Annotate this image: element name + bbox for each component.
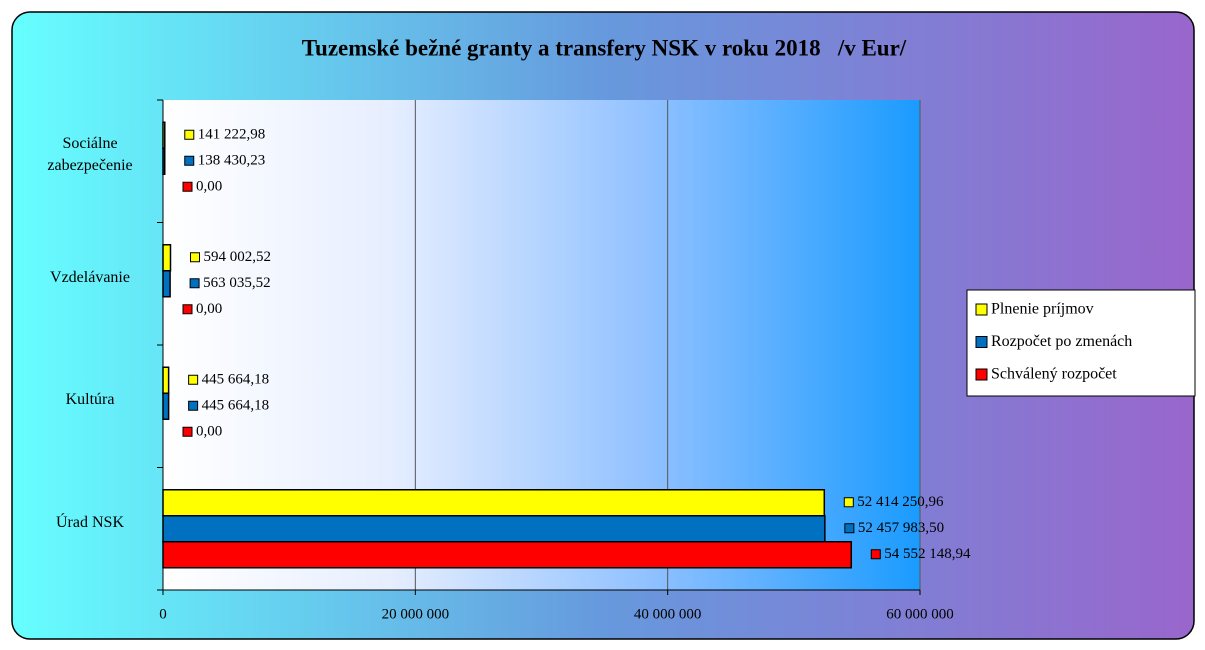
label-key	[188, 374, 199, 385]
bar	[162, 147, 166, 175]
label-key	[189, 252, 200, 263]
data-label: 52 457 983,50	[858, 520, 944, 536]
x-tick-label: 40 000 000	[634, 606, 702, 622]
legend-label: Rozpočet po zmenách	[991, 333, 1132, 350]
category-label: Vzdelávanie	[50, 268, 130, 286]
data-label: 0,00	[196, 424, 222, 440]
data-label: 141 222,98	[198, 127, 266, 143]
legend	[966, 289, 1196, 397]
bar	[162, 366, 170, 394]
bar	[162, 121, 166, 149]
data-label: 138 430,23	[198, 153, 266, 169]
label-key	[188, 400, 199, 411]
bar	[162, 270, 171, 298]
data-label: 594 002,52	[203, 249, 270, 265]
data-label: 445 664,18	[202, 398, 270, 414]
chart-title: Tuzemské bežné granty a transfery NSK v …	[302, 35, 907, 60]
bar	[162, 541, 853, 569]
legend-key	[975, 368, 988, 381]
data-label: 0,00	[196, 301, 222, 317]
x-tick-label: 0	[159, 606, 167, 622]
category-label: Sociálne zabezpečenie	[47, 135, 133, 175]
bar	[162, 515, 826, 543]
legend-label: Plnenie príjmov	[991, 301, 1094, 318]
bar	[162, 392, 170, 420]
label-key	[844, 523, 855, 534]
data-label: 54 552 148,94	[884, 546, 971, 562]
x-tick-label: 60 000 000	[886, 606, 954, 622]
category-label: Kultúra	[65, 391, 115, 409]
data-label: 563 035,52	[203, 275, 271, 291]
category-label: Úrad NSK	[56, 513, 124, 531]
label-key	[184, 129, 195, 140]
legend-key	[975, 336, 988, 348]
label-key	[870, 549, 881, 560]
legend-label: Schválený rozpočet	[991, 366, 1117, 383]
data-label: 0,00	[196, 179, 222, 195]
label-key	[182, 181, 193, 192]
data-label: 445 664,18	[202, 372, 270, 388]
label-key	[182, 426, 193, 437]
label-key	[184, 155, 195, 166]
label-key	[189, 278, 200, 289]
label-key	[182, 304, 193, 315]
legend-key	[975, 303, 988, 316]
x-tick-label: 20 000 000	[382, 606, 450, 622]
bar	[162, 489, 826, 517]
label-key	[843, 497, 854, 508]
data-label: 52 414 250,96	[857, 494, 944, 510]
bar	[162, 244, 172, 272]
